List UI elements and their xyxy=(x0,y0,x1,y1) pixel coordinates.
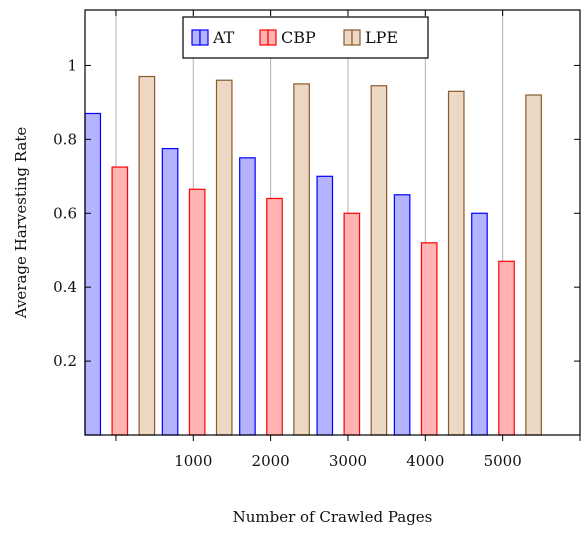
bar-cbp xyxy=(111,166,129,436)
y-tick-label: 0.6 xyxy=(53,204,77,222)
legend-swatch-lpe-b xyxy=(351,29,361,46)
y-axis-title: Average Harvesting Rate xyxy=(12,127,30,320)
legend-swatch-cbp xyxy=(259,29,269,46)
bar-cbp xyxy=(420,242,438,436)
y-tick-label: 0.2 xyxy=(53,352,77,370)
x-tick-label: 3000 xyxy=(329,452,367,470)
bar-at xyxy=(471,212,488,436)
y-tick-label: 1 xyxy=(67,56,77,74)
legend-label-at: AT xyxy=(212,28,235,47)
bar-at xyxy=(239,157,256,436)
bar-lpe xyxy=(447,90,465,436)
bar-at xyxy=(161,147,179,436)
bar-lpe xyxy=(138,75,156,436)
legend: AT CBP LPE xyxy=(182,16,429,59)
bar-at xyxy=(393,194,411,436)
x-tick-label: 4000 xyxy=(406,452,444,470)
bar-cbp xyxy=(188,188,206,436)
legend-label-cbp: CBP xyxy=(281,28,316,47)
bar-lpe xyxy=(525,94,542,436)
x-tick-label: 1000 xyxy=(174,452,212,470)
bar-at xyxy=(84,112,102,436)
bar-cbp xyxy=(266,197,283,436)
bar-lpe xyxy=(370,85,388,436)
bar-at xyxy=(316,175,334,436)
x-axis-title: Number of Crawled Pages xyxy=(233,508,433,526)
bar-cbp xyxy=(343,212,361,436)
legend-swatch-at-b xyxy=(199,29,209,46)
legend-label-lpe: LPE xyxy=(365,28,398,47)
legend-swatch-lpe xyxy=(343,29,353,46)
legend-swatch-cbp-b xyxy=(267,29,277,46)
y-tick-label: 0.8 xyxy=(53,130,77,148)
plot-frame xyxy=(84,9,581,436)
y-tick-label: 0.4 xyxy=(53,278,77,296)
bar-lpe xyxy=(293,83,310,436)
bars-layer xyxy=(84,75,542,436)
x-tick-label: 5000 xyxy=(484,452,522,470)
bar-lpe xyxy=(215,79,233,436)
legend-swatch-at xyxy=(191,29,201,46)
x-tick-label: 2000 xyxy=(252,452,290,470)
legend-box xyxy=(182,16,429,59)
bar-cbp xyxy=(498,260,515,436)
ticks-layer: 1000 2000 3000 4000 5000 0.2 0.4 0.6 0.8 1 xyxy=(53,10,581,470)
